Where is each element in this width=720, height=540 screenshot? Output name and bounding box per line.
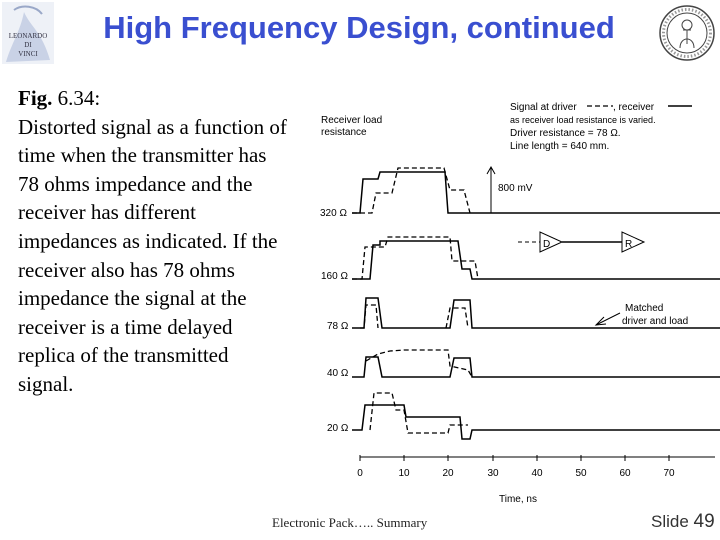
- x-tick-40: 40: [531, 468, 543, 479]
- legend-line-2: as receiver load resistance is varied.: [510, 115, 656, 125]
- slide-number-block: Slide 49: [651, 511, 715, 533]
- matched-label-1: Matched: [625, 303, 663, 314]
- wave-78-driver: [360, 304, 469, 329]
- legend-line-4: Line length = 640 mm.: [510, 141, 609, 152]
- figure-caption: Fig. 6.34: Distorted signal as a functio…: [18, 84, 288, 399]
- load-label-320: 320 Ω: [320, 208, 347, 219]
- wave-20-receiver: [352, 404, 720, 440]
- driver-receiver-schematic: D R: [518, 231, 646, 253]
- x-tick-20: 20: [442, 468, 454, 479]
- driver-label: D: [543, 239, 550, 250]
- receiver-label: R: [625, 239, 632, 250]
- receiver-load-label: Receiver load: [321, 115, 382, 126]
- wave-40-driver: [365, 349, 473, 378]
- load-label-160: 160 Ω: [321, 271, 348, 282]
- logo-text-line-1: LEONARDO: [9, 32, 48, 40]
- load-label-78: 78 Ω: [327, 321, 349, 332]
- matched-label-2: driver and load: [622, 316, 688, 327]
- resistance-label: resistance: [321, 127, 367, 138]
- legend-receiver-text: , receiver: [613, 102, 655, 113]
- amplitude-label: 800 mV: [498, 183, 533, 194]
- wave-40-receiver: [352, 356, 720, 378]
- x-tick-10: 10: [398, 468, 410, 479]
- slide-number: 49: [693, 511, 715, 532]
- legend-line-3: Driver resistance = 78 Ω.: [510, 128, 621, 139]
- load-label-40: 40 Ω: [327, 368, 349, 379]
- footer-text: Electronic Pack….. Summary: [272, 515, 428, 530]
- caption-fig-number: 6.34:: [57, 86, 101, 110]
- x-tick-70: 70: [663, 468, 675, 479]
- wave-320-receiver: [352, 171, 720, 214]
- university-seal-icon: [658, 4, 716, 62]
- legend-signal-text: Signal at driver: [510, 102, 577, 113]
- slide-title: High Frequency Design, continued: [103, 10, 615, 45]
- x-tick-50: 50: [575, 468, 587, 479]
- logo-text-line-2: DI: [24, 41, 32, 49]
- time-axis-ticks: [359, 455, 670, 461]
- wave-320-driver: [352, 167, 471, 214]
- x-axis-label: Time, ns: [499, 494, 537, 505]
- load-label-20: 20 Ω: [327, 423, 349, 434]
- wave-160-receiver: [352, 240, 720, 280]
- wave-20-driver: [369, 392, 468, 434]
- caption-body: Distorted signal as a function of time w…: [18, 114, 287, 396]
- x-tick-0: 0: [357, 468, 363, 479]
- signal-distortion-figure: Receiver load resistance Signal at drive…: [300, 95, 720, 515]
- university-logo-left: LEONARDO DI VINCI: [2, 2, 54, 64]
- x-tick-30: 30: [487, 468, 499, 479]
- slide-prefix: Slide: [651, 512, 689, 531]
- x-tick-60: 60: [619, 468, 631, 479]
- logo-text-line-3: VINCI: [18, 50, 38, 58]
- caption-fig-label: Fig.: [18, 86, 53, 110]
- wave-160-driver: [352, 236, 479, 280]
